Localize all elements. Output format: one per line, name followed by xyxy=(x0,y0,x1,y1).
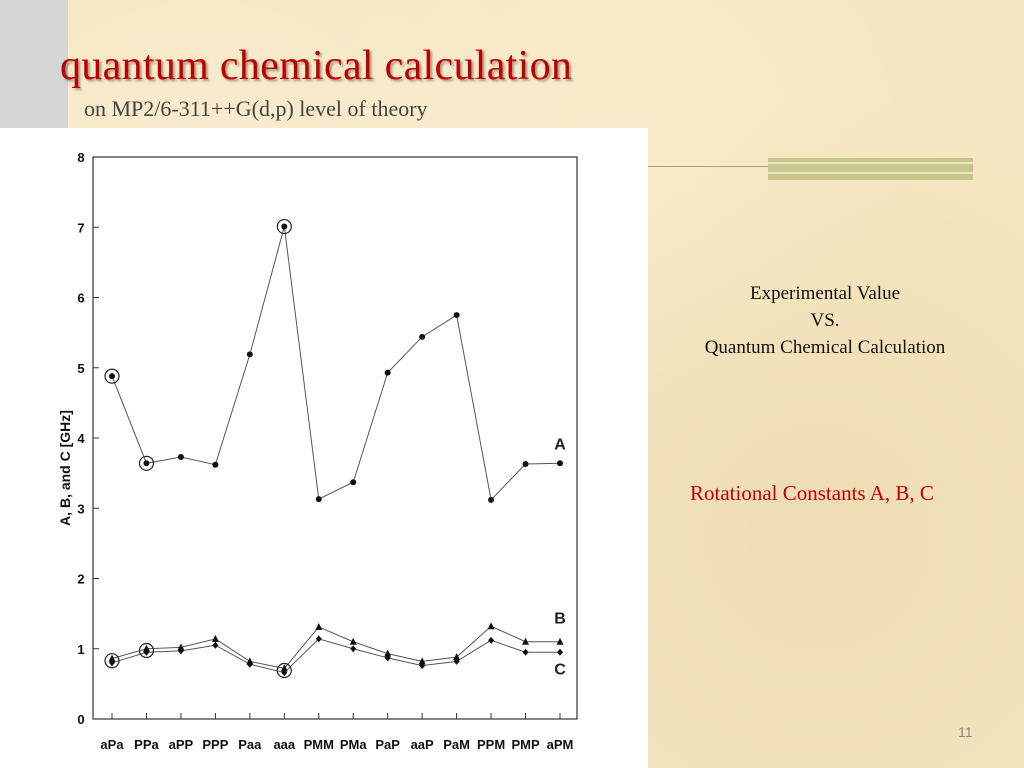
point-b-PPM xyxy=(487,622,495,630)
x-tick-label: aaP xyxy=(411,737,434,752)
point-c-PMP xyxy=(522,648,529,656)
x-tick-label: PMM xyxy=(304,737,334,752)
page-number: 11 xyxy=(958,724,973,740)
highlight-circle-a-PPa xyxy=(138,455,155,471)
point-c-PPM xyxy=(488,636,495,644)
x-tick-label: Paa xyxy=(238,737,262,752)
comparison-line-experimental: Experimental Value xyxy=(749,283,900,304)
point-a-aPP xyxy=(177,453,184,460)
slide-subtitle: on MP2/6-311++G(d,p) level of theory xyxy=(84,96,428,121)
plot-frame xyxy=(92,156,578,720)
rotational-constants-chart: A, B, and C [GHz] 0 1 2 3 4 5 6 7 8 aPa PPa aPP PPP… xyxy=(57,150,578,752)
comparison-line-vs: VS. xyxy=(810,310,840,331)
point-a-PaM xyxy=(453,312,460,319)
point-b-aaa xyxy=(280,664,288,672)
point-c-aPM xyxy=(557,648,563,656)
comparison-text: Experimental Value VS. Quantum Chemical … xyxy=(640,280,1010,361)
x-tick-label: aPP xyxy=(169,737,194,752)
point-b-PPa xyxy=(142,644,150,652)
point-a-PPa xyxy=(143,460,150,467)
y-tick-label: 1 xyxy=(77,642,84,657)
point-c-aPa xyxy=(109,659,115,667)
point-a-PMa xyxy=(350,479,357,486)
comparison-line-quantum: Quantum Chemical Calculation xyxy=(704,337,946,358)
point-c-PPa xyxy=(143,648,150,656)
x-tick-label: PaM xyxy=(443,737,470,752)
y-tick-label: 0 xyxy=(77,712,84,727)
x-tick-label: PPM xyxy=(477,737,505,752)
y-tick-label: 6 xyxy=(77,291,84,306)
highlight-circle-a-aaa xyxy=(276,218,292,235)
y-axis-label: A, B, and C [GHz] xyxy=(57,410,73,526)
point-b-aaP xyxy=(418,657,426,665)
highlight-circles xyxy=(104,218,292,679)
point-a-PaP xyxy=(384,369,391,376)
point-b-aPP xyxy=(177,643,185,651)
y-axis-label-group: A, B, and C [GHz] xyxy=(57,410,73,526)
point-a-PPM xyxy=(488,496,495,503)
highlight-circle-b-aPa xyxy=(104,653,120,669)
highlight-circle-b-PPa xyxy=(138,642,155,659)
x-ticks: aPa PPa aPP PPP Paa aaa PMM PMa PaP aaP PaM PPM PMP a… xyxy=(100,713,573,752)
chart-panel: A, B, and C [GHz] 0 1 2 3 4 5 6 7 8 aPa PPa aPP PPP… xyxy=(0,128,648,768)
point-c-Paa xyxy=(246,660,253,668)
point-c-aaa xyxy=(281,669,288,677)
series-line-b xyxy=(111,625,560,669)
point-b-PaP xyxy=(384,649,392,657)
y-tick-label: 7 xyxy=(77,220,84,235)
highlight-circle-b-aaa xyxy=(276,662,292,679)
x-tick-label: PPa xyxy=(134,737,159,752)
point-c-PaP xyxy=(384,654,391,662)
y-tick-label: 8 xyxy=(77,150,84,165)
series-line-c xyxy=(111,638,560,674)
highlight-circle-a-aPa xyxy=(104,368,120,384)
point-a-PMP xyxy=(522,460,529,467)
rotational-constants-label: Rotational Constants A, B, C xyxy=(690,481,934,505)
decorative-rule-line xyxy=(648,166,768,167)
point-b-PMa xyxy=(349,637,357,645)
y-ticks: 0 1 2 3 4 5 6 7 8 xyxy=(77,150,99,727)
point-c-PMa xyxy=(350,645,357,653)
y-tick-label: 2 xyxy=(77,572,84,587)
point-a-aaP xyxy=(419,333,426,340)
point-c-PaM xyxy=(453,657,460,665)
point-a-aaa xyxy=(281,223,288,230)
point-b-aPa xyxy=(108,654,116,662)
decorative-rule-box xyxy=(768,158,973,180)
point-a-aPa xyxy=(109,373,115,380)
decorative-side-bar xyxy=(0,0,68,128)
point-b-PaM xyxy=(453,653,461,661)
series-label-c: C xyxy=(554,661,566,678)
x-tick-label: PMa xyxy=(340,737,368,752)
x-tick-label: aPM xyxy=(547,737,574,752)
point-b-aPM xyxy=(556,637,564,645)
x-tick-label: PMP xyxy=(511,737,540,752)
point-b-PPP xyxy=(211,634,219,642)
point-c-PMM xyxy=(315,635,322,643)
point-c-aPP xyxy=(177,647,184,655)
point-a-aPM xyxy=(557,460,563,467)
series-markers xyxy=(108,223,564,677)
point-b-PMM xyxy=(315,622,323,630)
x-tick-label: PaP xyxy=(375,737,400,752)
series-label-b: B xyxy=(554,611,566,628)
point-a-PPP xyxy=(212,461,219,468)
y-tick-label: 5 xyxy=(77,361,84,376)
point-a-PMM xyxy=(315,496,322,503)
series-labels: A B C xyxy=(554,436,566,678)
point-c-aaP xyxy=(419,662,426,670)
point-b-PMP xyxy=(522,637,530,645)
series-label-a: A xyxy=(554,436,566,453)
x-tick-label: PPP xyxy=(202,737,228,752)
y-tick-label: 4 xyxy=(77,431,85,446)
series-lines xyxy=(111,226,561,674)
point-a-Paa xyxy=(246,351,253,358)
x-tick-label: aaa xyxy=(273,737,295,752)
x-tick-label: aPa xyxy=(100,737,124,752)
series-line-a xyxy=(111,226,561,501)
slide-title: quantum chemical calculation xyxy=(60,43,573,89)
point-c-PPP xyxy=(212,641,219,649)
y-tick-label: 3 xyxy=(77,501,84,516)
